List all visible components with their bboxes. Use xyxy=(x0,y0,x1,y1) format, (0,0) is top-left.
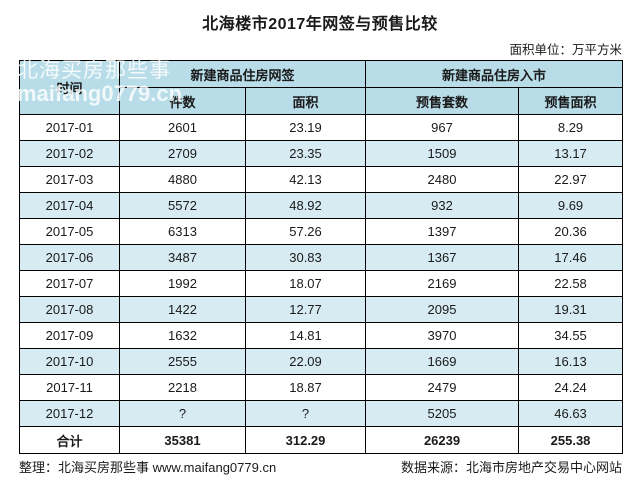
cell-time: 2017-10 xyxy=(19,348,120,375)
cell-presale-units: 3970 xyxy=(365,322,520,349)
cell-deals: 1422 xyxy=(119,296,246,323)
cell-presale-area: 9.69 xyxy=(518,192,624,219)
cell-presale-units: 1669 xyxy=(365,348,520,375)
header-row-groups: 时间 新建商品住房网签 新建商品住房入市 xyxy=(19,60,624,115)
cell-presale-units: 2480 xyxy=(365,166,520,193)
column-header-deals: 件数 xyxy=(119,87,246,115)
table-row: 2017-01 2601 23.19 967 8.29 xyxy=(19,114,624,141)
cell-total-presale-area: 255.38 xyxy=(518,426,624,454)
cell-time: 2017-02 xyxy=(19,140,120,167)
header-row-sub: 件数 面积 预售套数 预售面积 xyxy=(20,87,624,115)
cell-time: 2017-01 xyxy=(19,114,120,141)
cell-area: 18.07 xyxy=(244,270,367,297)
cell-deals: 4880 xyxy=(119,166,246,193)
column-header-area: 面积 xyxy=(244,87,367,115)
footer-data-source: 数据来源：北海市房地产交易中心网站 xyxy=(400,460,622,475)
cell-presale-area: 20.36 xyxy=(518,218,624,245)
cell-area: 30.83 xyxy=(244,244,367,271)
cell-deals: 3487 xyxy=(119,244,246,271)
cell-time: 2017-11 xyxy=(19,374,120,401)
cell-presale-units: 5205 xyxy=(365,400,520,427)
cell-deals: 2709 xyxy=(119,140,246,167)
cell-presale-units: 2095 xyxy=(365,296,520,323)
cell-area: 57.26 xyxy=(244,218,367,245)
cell-deals: ? xyxy=(119,400,246,427)
cell-presale-area: 22.97 xyxy=(518,166,624,193)
cell-time: 2017-04 xyxy=(19,192,120,219)
cell-deals: 6313 xyxy=(119,218,246,245)
table-row: 2017-07 1992 18.07 2169 22.58 xyxy=(19,270,624,297)
cell-time: 2017-09 xyxy=(19,322,120,349)
cell-area: 48.92 xyxy=(244,192,367,219)
cell-presale-units: 1367 xyxy=(365,244,520,271)
area-unit-label: 面积单位：万平方米 xyxy=(509,43,622,57)
cell-area: 22.09 xyxy=(244,348,367,375)
page-title: 北海楼市2017年网签与预售比较 xyxy=(202,16,438,33)
cell-area: 18.87 xyxy=(244,374,367,401)
table-row: 2017-12 ? ? 5205 46.63 xyxy=(19,400,624,427)
table-row: 2017-08 1422 12.77 2095 19.31 xyxy=(19,296,624,323)
column-group-online-sign: 新建商品住房网签 xyxy=(118,60,367,88)
cell-presale-area: 17.46 xyxy=(518,244,624,271)
cell-presale-area: 24.24 xyxy=(518,374,624,401)
cell-deals: 1992 xyxy=(119,270,246,297)
data-table: 时间 新建商品住房网签 新建商品住房入市 件数 面积 预售套数 预售面积 201… xyxy=(19,60,624,454)
cell-total-label: 合计 xyxy=(19,426,120,454)
cell-time: 2017-07 xyxy=(19,270,120,297)
cell-time: 2017-12 xyxy=(19,400,120,427)
cell-total-area: 312.29 xyxy=(244,426,367,454)
table-total-row: 合计 35381 312.29 26239 255.38 xyxy=(19,426,624,454)
table-row: 2017-03 4880 42.13 2480 22.97 xyxy=(19,166,624,193)
table-row: 2017-05 6313 57.26 1397 20.36 xyxy=(19,218,624,245)
cell-deals: 1632 xyxy=(119,322,246,349)
cell-presale-area: 22.58 xyxy=(518,270,624,297)
table-row: 2017-02 2709 23.35 1509 13.17 xyxy=(19,140,624,167)
column-group-market-entry: 新建商品住房入市 xyxy=(365,60,624,88)
cell-deals: 2555 xyxy=(119,348,246,375)
cell-presale-units: 1509 xyxy=(365,140,520,167)
footer-compiled-by: 整理：北海买房那些事 www.maifang0779.cn xyxy=(19,460,277,475)
cell-presale-area: 16.13 xyxy=(518,348,624,375)
column-header-presale-area: 预售面积 xyxy=(518,87,624,115)
cell-deals: 2218 xyxy=(119,374,246,401)
cell-area: 14.81 xyxy=(244,322,367,349)
cell-total-deals: 35381 xyxy=(119,426,246,454)
column-header-presale-units: 预售套数 xyxy=(365,87,520,115)
table-row: 2017-04 5572 48.92 932 9.69 xyxy=(19,192,624,219)
table-row: 2017-06 3487 30.83 1367 17.46 xyxy=(19,244,624,271)
cell-presale-units: 967 xyxy=(365,114,520,141)
cell-presale-area: 13.17 xyxy=(518,140,624,167)
cell-area: 23.35 xyxy=(244,140,367,167)
cell-time: 2017-05 xyxy=(19,218,120,245)
cell-presale-units: 2169 xyxy=(365,270,520,297)
cell-time: 2017-03 xyxy=(19,166,120,193)
cell-presale-units: 2479 xyxy=(365,374,520,401)
table-row: 2017-09 1632 14.81 3970 34.55 xyxy=(19,322,624,349)
cell-area: 42.13 xyxy=(244,166,367,193)
cell-deals: 5572 xyxy=(119,192,246,219)
table-row: 2017-11 2218 18.87 2479 24.24 xyxy=(19,374,624,401)
column-header-time: 时间 xyxy=(19,60,120,115)
cell-time: 2017-08 xyxy=(19,296,120,323)
cell-area: 23.19 xyxy=(244,114,367,141)
cell-deals: 2601 xyxy=(119,114,246,141)
cell-total-presale-units: 26239 xyxy=(365,426,520,454)
cell-presale-units: 932 xyxy=(365,192,520,219)
cell-presale-area: 8.29 xyxy=(518,114,624,141)
table-row: 2017-10 2555 22.09 1669 16.13 xyxy=(19,348,624,375)
cell-area: ? xyxy=(244,400,367,427)
cell-presale-area: 34.55 xyxy=(518,322,624,349)
cell-time: 2017-06 xyxy=(19,244,120,271)
cell-area: 12.77 xyxy=(244,296,367,323)
cell-presale-units: 1397 xyxy=(365,218,520,245)
cell-presale-area: 19.31 xyxy=(518,296,624,323)
cell-presale-area: 46.63 xyxy=(518,400,624,427)
